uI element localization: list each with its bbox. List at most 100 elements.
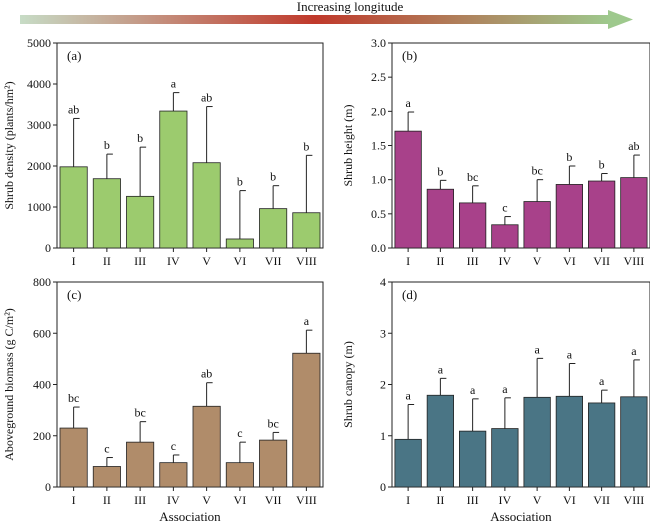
x-tick-label: VII (265, 493, 282, 507)
significance-letter: a (405, 96, 411, 110)
longitude-arrow-shaft (20, 15, 610, 24)
significance-letter: a (599, 374, 605, 388)
longitude-arrow (20, 10, 633, 29)
y-tick-label: 3 (380, 326, 386, 340)
y-tick-label: 2.5 (371, 70, 386, 84)
bar (620, 177, 648, 249)
x-tick-label: VII (593, 493, 610, 507)
x-tick-label: IV (499, 493, 512, 507)
x-tick-label: IV (167, 493, 180, 507)
bar (259, 439, 288, 488)
x-tick-label: I (406, 493, 410, 507)
significance-letter: b (237, 175, 243, 189)
bar (159, 110, 188, 249)
panel-d: 0 1 2 3 4 a Ia II a III a IV a Va VI a VII a VIII (d) Shrub … (341, 275, 650, 524)
bar (620, 396, 648, 488)
bar (59, 166, 88, 249)
significance-letter: ab (628, 139, 639, 153)
x-tick-label: IV (167, 254, 180, 268)
panel-a: 0 1000 2000 3000 4000 5000 ab Ib II b III a IV ab Vb VI… (2, 36, 324, 268)
significance-letter: a (470, 383, 476, 397)
panel-label: (a) (67, 48, 81, 63)
bar (92, 466, 121, 488)
significance-letter: bc (467, 170, 478, 184)
bar (292, 212, 321, 249)
bar (192, 405, 221, 488)
significance-letter: bc (68, 391, 79, 405)
significance-letter: ab (68, 102, 79, 116)
bar (588, 180, 616, 249)
bar (126, 441, 155, 488)
y-tick-label: 0.5 (371, 207, 386, 221)
bar (426, 394, 454, 488)
y-tick-label: 2.0 (371, 104, 386, 118)
significance-letter: b (270, 170, 276, 184)
significance-letter: a (304, 314, 310, 328)
x-tick-label: VIII (624, 493, 645, 507)
bar (192, 162, 221, 249)
significance-letter: ab (201, 367, 212, 381)
panel-b: 0.0 0.5 1.0 1.5 2.0 2.5 3.0 a Ib II bc III c IV bc Vb VI… (341, 36, 650, 268)
x-tick-label: VII (265, 254, 282, 268)
y-tick-label: 2 (380, 378, 386, 392)
bar (59, 427, 88, 488)
y-axis-label: Aboveground biomass (g C/m²) (2, 308, 16, 461)
significance-letter: a (534, 342, 540, 356)
y-tick-label: 1 (380, 429, 386, 443)
bar (491, 428, 519, 488)
bar (225, 462, 254, 488)
x-tick-label: I (72, 254, 76, 268)
significance-letter: a (405, 388, 411, 402)
bar (459, 430, 487, 488)
x-tick-label: III (134, 493, 146, 507)
y-axis-label: Shrub canopy (m) (341, 341, 355, 428)
panel-label: (b) (402, 48, 417, 63)
y-tick-label: 1.0 (371, 173, 386, 187)
bar (459, 202, 487, 249)
x-tick-label: II (436, 493, 444, 507)
x-tick-label: III (467, 254, 479, 268)
bar (426, 188, 454, 249)
x-tick-label: IV (499, 254, 512, 268)
panel-c: 0 200 400 600 800 bc Ic II bc III c IV ab Vc VI bc VII a V… (2, 275, 324, 524)
y-tick-label: 4 (380, 275, 386, 289)
x-tick-label: VIII (296, 493, 317, 507)
significance-letter: b (437, 164, 443, 178)
significance-letter: b (137, 131, 143, 145)
y-tick-label: 3000 (27, 118, 51, 132)
bar (225, 238, 254, 249)
x-tick-label: I (406, 254, 410, 268)
y-tick-label: 0 (45, 241, 51, 255)
bar (588, 402, 616, 488)
x-tick-label: VI (234, 254, 247, 268)
y-tick-label: 0 (380, 480, 386, 494)
bar (92, 178, 121, 249)
y-tick-label: 400 (33, 378, 51, 392)
longitude-arrow-head (608, 10, 633, 29)
panels: 010002000300040005000abIbIIbIIIaIVabVbVI… (2, 36, 650, 524)
x-tick-label: VI (234, 493, 247, 507)
bar (491, 224, 519, 249)
bar (126, 195, 155, 249)
x-tick-label: VIII (624, 254, 645, 268)
significance-letter: a (438, 362, 444, 376)
panel-label: (c) (67, 287, 81, 302)
panel-a-frame (56, 42, 324, 249)
significance-letter: b (104, 138, 110, 152)
significance-letter: bc (531, 164, 542, 178)
y-tick-label: 2000 (27, 159, 51, 173)
y-tick-label: 0 (45, 480, 51, 494)
y-tick-label: 1.5 (371, 139, 386, 153)
y-tick-label: 5000 (27, 36, 51, 50)
y-tick-label: 200 (33, 429, 51, 443)
panel-label: (d) (402, 287, 417, 302)
bar (394, 130, 422, 249)
x-axis-label: Association (490, 509, 552, 524)
significance-letter: c (237, 426, 242, 440)
significance-letter: bc (134, 406, 145, 420)
longitude-banner-label: Increasing longitude (297, 0, 404, 14)
significance-letter: a (567, 347, 573, 361)
significance-letter: b (303, 139, 309, 153)
y-tick-label: 0.0 (371, 241, 386, 255)
